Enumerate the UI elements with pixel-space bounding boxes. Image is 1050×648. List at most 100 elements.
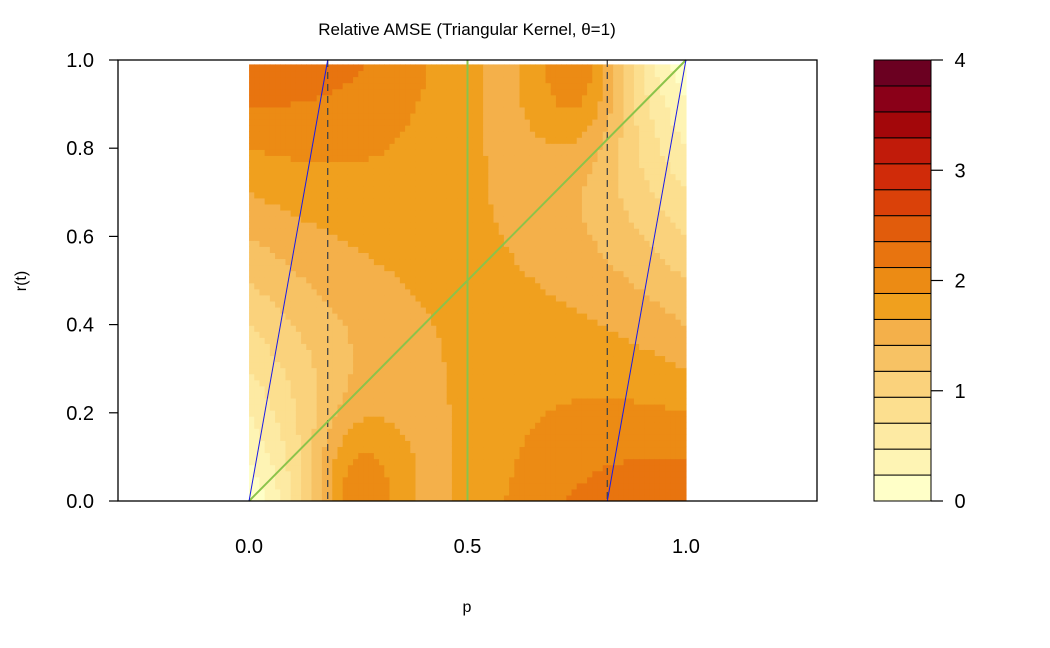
- heatmap-cell: [498, 288, 505, 296]
- heatmap-cell: [306, 446, 313, 454]
- heatmap-cell: [561, 82, 567, 90]
- heatmap-cell: [519, 319, 526, 326]
- heatmap-cell: [529, 173, 536, 181]
- heatmap-cell: [535, 373, 541, 381]
- heatmap-cell: [290, 155, 297, 163]
- heatmap-cell: [285, 209, 292, 217]
- heatmap-cell: [321, 355, 328, 363]
- heatmap-cell: [358, 216, 365, 223]
- heatmap-cell: [280, 270, 287, 278]
- heatmap-cell: [576, 343, 583, 350]
- heatmap-cell: [342, 88, 349, 96]
- heatmap-cell: [545, 258, 552, 266]
- heatmap-cell: [363, 282, 370, 290]
- heatmap-cell: [405, 179, 411, 187]
- heatmap-cell: [358, 331, 365, 338]
- heatmap-cell: [358, 70, 365, 78]
- heatmap-cell: [529, 294, 536, 302]
- heatmap-cell: [498, 488, 505, 496]
- heatmap-cell: [524, 379, 531, 387]
- heatmap-cell: [332, 143, 339, 150]
- heatmap-cell: [571, 331, 578, 338]
- heatmap-cell: [529, 349, 536, 357]
- chart-title: Relative AMSE (Triangular Kernel, θ=1): [318, 20, 615, 39]
- heatmap-cell: [503, 270, 510, 278]
- heatmap-cell: [405, 397, 411, 405]
- heatmap-cell: [311, 167, 318, 175]
- heatmap-cell: [358, 222, 365, 229]
- heatmap-cell: [550, 179, 557, 187]
- heatmap-cell: [316, 94, 323, 102]
- heatmap-cell: [441, 446, 448, 454]
- heatmap-cell: [592, 118, 599, 126]
- heatmap-cell: [332, 76, 339, 84]
- heatmap-cell: [332, 446, 339, 454]
- heatmap-cell: [571, 125, 578, 132]
- heatmap-cell: [373, 276, 380, 284]
- heatmap-cell: [337, 64, 344, 72]
- heatmap-cell: [587, 452, 593, 460]
- heatmap-cell: [405, 88, 411, 96]
- heatmap-cell: [347, 173, 354, 181]
- heatmap-cell: [399, 331, 406, 338]
- heatmap-cell: [514, 246, 521, 253]
- heatmap-cell: [436, 179, 443, 187]
- heatmap-cell: [384, 482, 391, 490]
- heatmap-cell: [337, 167, 344, 175]
- heatmap-cell: [264, 488, 271, 496]
- heatmap-cell: [389, 440, 396, 448]
- heatmap-cell: [311, 482, 318, 490]
- heatmap-cell: [337, 385, 344, 393]
- heatmap-cell: [472, 252, 479, 260]
- heatmap-cell: [410, 300, 417, 308]
- heatmap-cell: [249, 222, 255, 229]
- heatmap-cell: [457, 422, 463, 429]
- heatmap-cell: [503, 252, 510, 260]
- heatmap-cell: [405, 161, 411, 169]
- heatmap-cell: [498, 234, 505, 241]
- heatmap-cell: [503, 112, 510, 120]
- heatmap-cell: [399, 234, 406, 241]
- heatmap-cell: [394, 410, 401, 417]
- heatmap-cell: [269, 173, 276, 181]
- heatmap-cell: [514, 422, 521, 429]
- heatmap-cell: [457, 222, 463, 229]
- heatmap-cell: [514, 446, 521, 454]
- heatmap-cell: [545, 149, 552, 156]
- heatmap-cell: [363, 319, 370, 326]
- heatmap-cell: [353, 137, 359, 144]
- heatmap-cell: [301, 458, 307, 466]
- heatmap-cell: [405, 106, 411, 114]
- heatmap-cell: [483, 70, 489, 78]
- heatmap-cell: [353, 300, 359, 308]
- heatmap-cell: [467, 240, 474, 247]
- heatmap-cell: [498, 410, 505, 417]
- heatmap-cell: [264, 355, 271, 363]
- heatmap-cell: [581, 106, 588, 114]
- heatmap-cell: [342, 131, 349, 138]
- heatmap-cell: [405, 422, 411, 429]
- heatmap-cell: [327, 361, 333, 369]
- heatmap-cell: [436, 131, 443, 138]
- heatmap-cell: [550, 367, 557, 375]
- heatmap-cell: [389, 482, 396, 490]
- heatmap-cell: [472, 458, 479, 466]
- heatmap-cell: [436, 118, 443, 126]
- heatmap-cell: [431, 258, 437, 266]
- heatmap-cell: [592, 222, 599, 229]
- heatmap-cell: [462, 428, 469, 435]
- heatmap-cell: [535, 288, 541, 296]
- heatmap-cell: [436, 167, 443, 175]
- heatmap-cell: [561, 458, 567, 466]
- heatmap-cell: [550, 422, 557, 429]
- heatmap-cell: [379, 191, 385, 199]
- heatmap-cell: [290, 458, 297, 466]
- heatmap-cell: [529, 228, 536, 235]
- heatmap-cell: [389, 428, 396, 435]
- heatmap-cell: [254, 464, 261, 472]
- heatmap-cell: [249, 203, 255, 211]
- heatmap-cell: [389, 216, 396, 223]
- heatmap-cell: [597, 488, 604, 496]
- heatmap-cell: [592, 373, 599, 381]
- heatmap-cell: [405, 416, 411, 423]
